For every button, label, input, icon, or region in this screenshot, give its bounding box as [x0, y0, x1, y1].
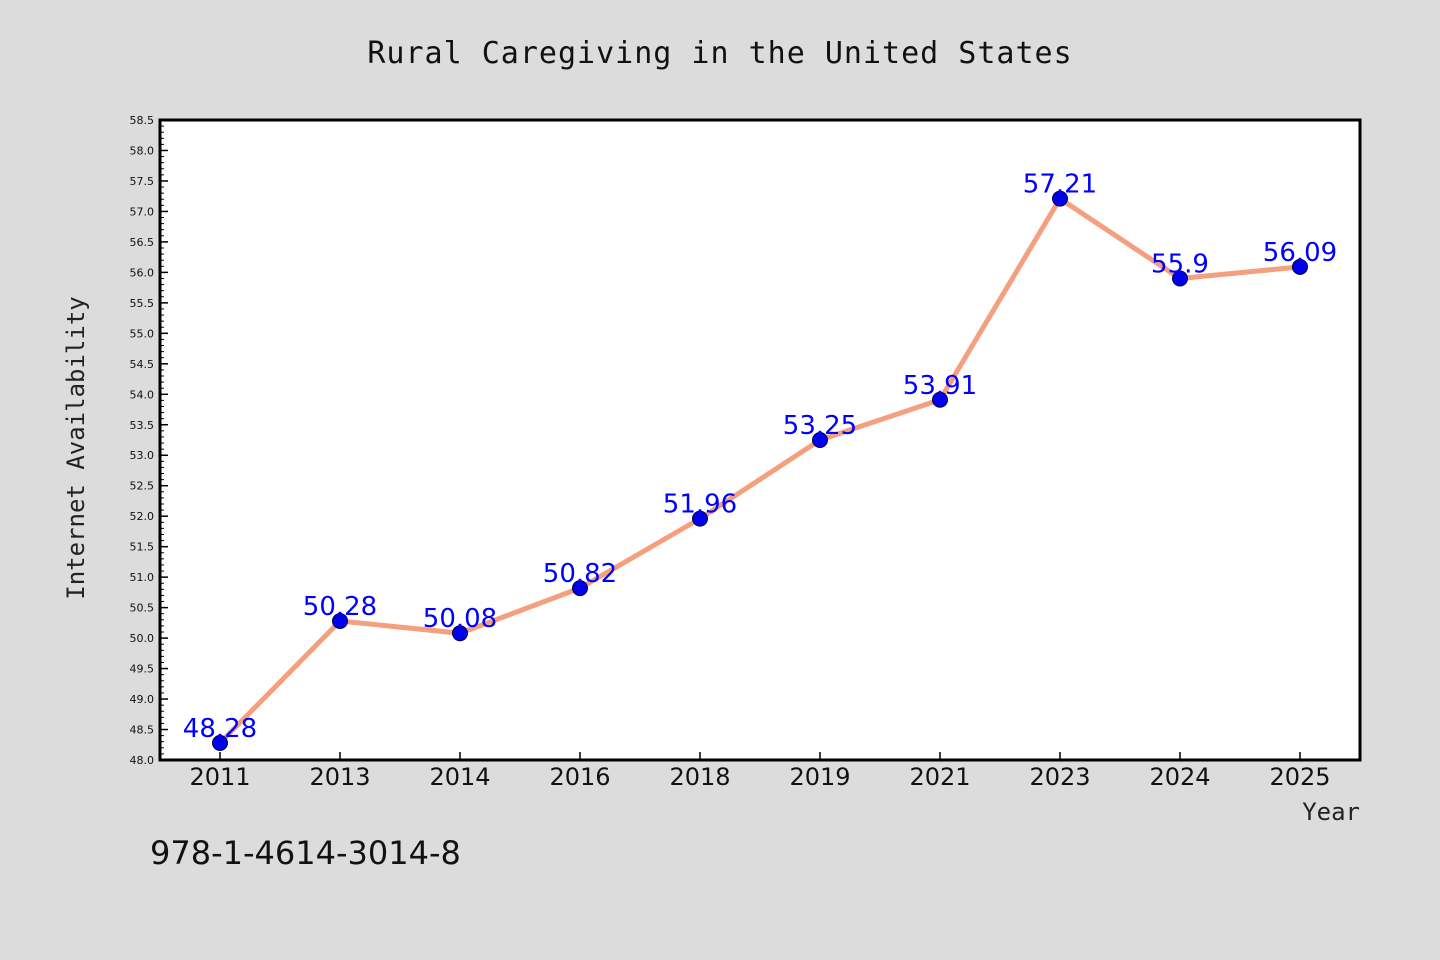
y-axis: 48.0 48.5 49.0 49.5 50.0 50.5 51.0 51.5 52.0 52.5… — [130, 114, 168, 767]
x-tick-label: 2014 — [429, 763, 490, 791]
data-point — [1172, 270, 1188, 287]
data-point — [212, 734, 228, 751]
x-axis: 2011 2013 2014 2016 2018 2019 2021 2023 2024 2025 — [189, 752, 1331, 791]
x-tick-label: 2011 — [189, 763, 250, 791]
x-tick-label: 2025 — [1269, 763, 1330, 791]
y-tick-label: 53.0 — [130, 449, 155, 462]
y-tick-label: 51.0 — [130, 571, 155, 584]
y-tick-label: 48.5 — [130, 724, 155, 737]
y-tick-label: 58.0 — [130, 144, 155, 157]
y-tick-label: 50.5 — [130, 602, 155, 615]
y-axis-label: Internet Availability — [62, 296, 90, 599]
data-label: 50.28 — [303, 592, 377, 622]
data-label: 51.96 — [663, 490, 737, 520]
y-tick-label: 52.0 — [130, 510, 155, 523]
y-tick-label: 53.5 — [130, 419, 155, 432]
x-tick-label: 2024 — [1149, 763, 1210, 791]
data-point — [572, 580, 588, 597]
isbn-text: 978-1-4614-3014-8 — [150, 834, 461, 872]
y-tick-label: 55.5 — [130, 297, 155, 310]
x-tick-label: 2021 — [909, 763, 970, 791]
x-axis-label: Year — [1302, 798, 1360, 826]
data-label: 48.28 — [183, 714, 257, 744]
data-point — [692, 510, 708, 527]
x-tick-label: 2018 — [669, 763, 730, 791]
y-tick-label: 56.5 — [130, 236, 155, 249]
plot-area — [158, 118, 1362, 762]
data-label: 55.9 — [1151, 249, 1209, 279]
data-label: 56.09 — [1263, 238, 1337, 268]
y-tick-label: 49.5 — [130, 663, 155, 676]
data-point — [932, 391, 948, 408]
x-tick-label: 2016 — [549, 763, 610, 791]
data-point — [812, 432, 828, 448]
y-tick-label: 50.0 — [130, 632, 155, 645]
data-label: 50.82 — [543, 559, 617, 589]
data-label: 50.08 — [423, 604, 497, 634]
x-tick-label: 2019 — [789, 763, 850, 791]
y-tick-label: 49.0 — [130, 693, 155, 706]
y-tick-label: 54.0 — [130, 388, 155, 401]
data-point — [1052, 190, 1068, 207]
y-tick-label: 51.5 — [130, 541, 155, 554]
y-tick-label: 58.5 — [130, 114, 155, 127]
series-line — [217, 196, 1303, 746]
y-tick-label: 55.0 — [130, 327, 155, 340]
data-label: 53.91 — [903, 371, 977, 401]
data-label: 53.25 — [783, 411, 857, 441]
y-tick-label: 48.0 — [130, 754, 155, 767]
y-tick-label: 54.5 — [130, 358, 155, 371]
y-tick-label: 56.0 — [130, 266, 155, 279]
x-tick-label: 2023 — [1029, 763, 1090, 791]
data-point — [332, 613, 348, 630]
y-tick-label: 52.5 — [130, 480, 155, 493]
y-tick-label: 57.0 — [130, 205, 155, 218]
series-group: 48.28 50.28 50.08 50.82 51.96 53.25 53.91 57.21… — [183, 170, 1337, 751]
data-label: 57.21 — [1023, 170, 1097, 200]
x-tick-label: 2013 — [309, 763, 370, 791]
data-point — [1292, 258, 1308, 275]
chart-title: Rural Caregiving in the United States — [367, 36, 1072, 71]
y-tick-label: 57.5 — [130, 175, 155, 188]
data-point — [452, 625, 468, 642]
